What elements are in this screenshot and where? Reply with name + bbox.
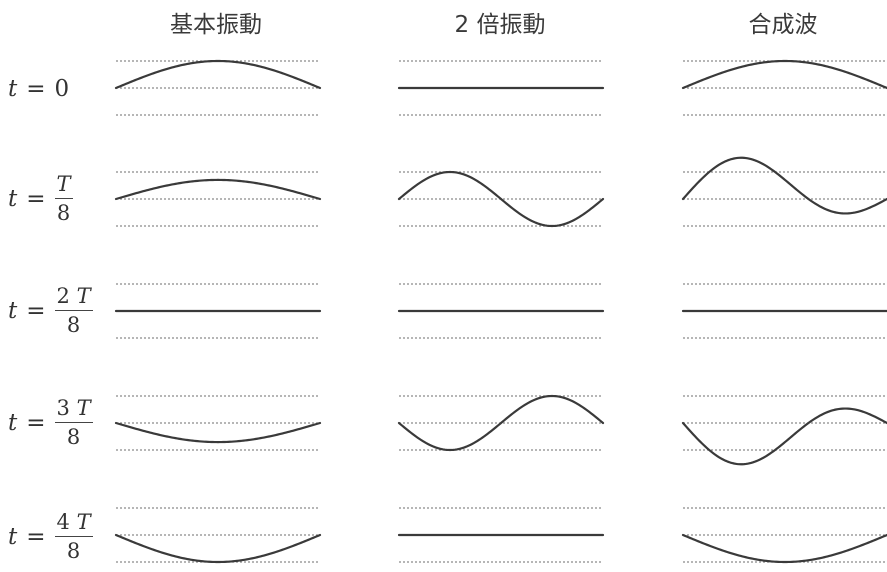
wave-sum-row-1 — [681, 156, 887, 215]
wave-fundamental-row-1 — [114, 178, 322, 201]
fraction: 2 T 8 — [54, 284, 93, 337]
wave-sum-row-4 — [681, 533, 887, 564]
row-label-t4: t = 4 T 8 — [8, 510, 93, 563]
wave-sum-row-0 — [681, 59, 887, 90]
wave-fundamental-row-3 — [114, 421, 322, 444]
row-label-t1: t = T 8 — [8, 172, 73, 225]
row-label-t3: t = 3 T 8 — [8, 396, 93, 449]
wave-second-row-3 — [397, 394, 605, 452]
fraction: 4 T 8 — [54, 510, 93, 563]
row-label-t2: t = 2 T 8 — [8, 284, 93, 337]
column-header-fundamental: 基本振動 — [170, 12, 262, 38]
column-header-sum-wave: 合成波 — [748, 12, 818, 38]
wave-sum-row-3 — [681, 407, 887, 466]
wave-fundamental-row-0 — [114, 59, 322, 90]
column-header-second-harmonic: 2 倍振動 — [454, 12, 546, 38]
fraction: T 8 — [54, 172, 73, 225]
wave-fundamental-row-4 — [114, 533, 322, 564]
wave-second-row-1 — [397, 170, 605, 228]
row-label-t0: t = 0 — [8, 76, 70, 102]
fraction: 3 T 8 — [54, 396, 93, 449]
